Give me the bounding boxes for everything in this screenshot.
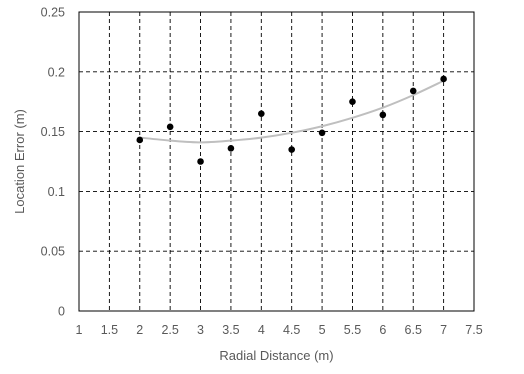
y-tick-label: 0: [58, 305, 65, 319]
y-tick-label: 0.05: [41, 245, 65, 259]
y-tick-label: 0.25: [41, 6, 65, 20]
x-tick-label: 6.5: [405, 323, 422, 337]
data-point: [440, 75, 447, 83]
gridlines: [79, 12, 474, 311]
x-tick-label: 3.5: [222, 323, 239, 337]
data-point-series: [136, 75, 447, 165]
x-tick-label: 6: [379, 323, 386, 337]
data-point: [136, 136, 144, 144]
x-axis-tick-labels: 1 1.5 2 2.5 3 3.5 4 4.5 5 5.5 6 6.5 7 7.5: [76, 323, 483, 337]
trendline: [139, 79, 445, 144]
data-point: [166, 123, 174, 131]
x-tick-label: 7: [440, 323, 447, 337]
x-tick-label: 4.5: [283, 323, 300, 337]
x-tick-label: 5.5: [344, 323, 361, 337]
x-axis-title: Radial Distance (m): [219, 348, 333, 363]
plot-area-border: [78, 11, 475, 312]
data-point: [318, 129, 326, 137]
y-tick-label: 0.15: [41, 125, 65, 139]
x-tick-label: 3: [197, 323, 204, 337]
x-tick-label: 2: [136, 323, 143, 337]
y-axis-title: Location Error (m): [12, 109, 27, 214]
data-point: [197, 158, 204, 165]
x-tick-label: 4: [258, 323, 265, 337]
data-point: [409, 87, 417, 95]
y-axis-tick-labels: 0 0.05 0.1 0.15 0.2 0.25: [41, 6, 65, 319]
data-point: [258, 110, 265, 117]
x-tick-label: 1: [76, 323, 83, 337]
x-tick-label: 2.5: [161, 323, 178, 337]
y-tick-label: 0.2: [48, 65, 65, 79]
data-point: [379, 111, 387, 119]
x-tick-label: 5: [319, 323, 326, 337]
x-tick-label: 7.5: [465, 323, 482, 337]
data-point: [288, 146, 295, 153]
trendline-series: [139, 79, 445, 144]
data-point: [349, 98, 356, 105]
y-tick-label: 0.1: [48, 185, 65, 199]
x-tick-label: 1.5: [101, 323, 118, 337]
data-point: [227, 145, 235, 152]
